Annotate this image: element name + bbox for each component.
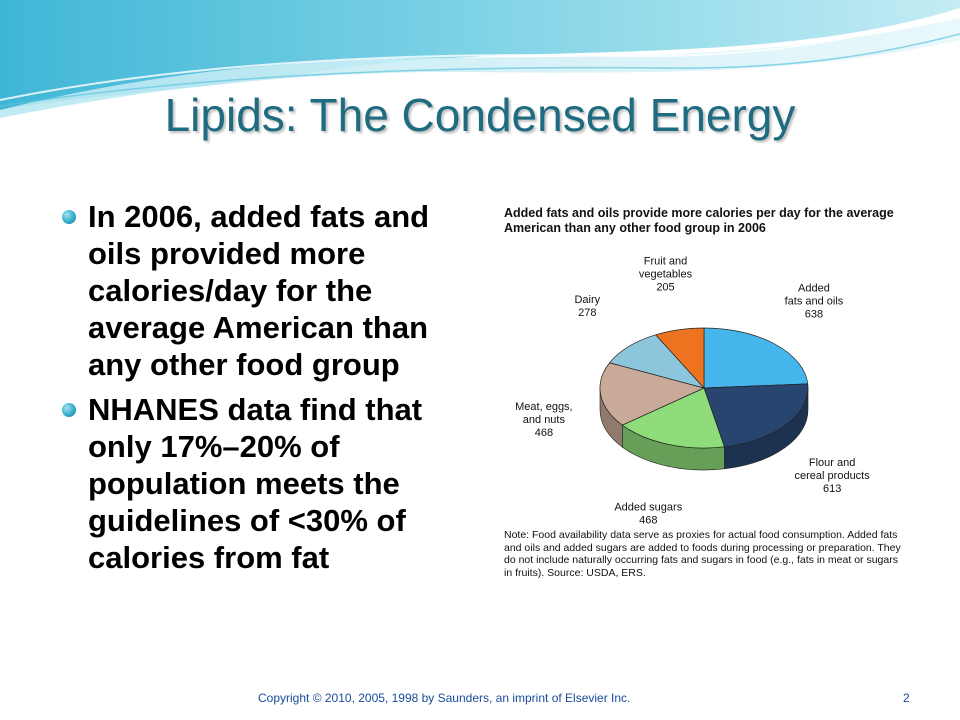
pie-label-name: fats and oils xyxy=(785,296,844,308)
pie-label-name: Added sugars xyxy=(614,501,682,513)
header-wave-decoration xyxy=(0,0,960,118)
pie-chart-figure: Added fats and oils provide more calorie… xyxy=(496,198,912,600)
bullet-text: In 2006, added fats and oils provided mo… xyxy=(88,199,430,382)
bullet-list: In 2006, added fats and oils provided mo… xyxy=(62,198,482,584)
bullet-item: In 2006, added fats and oils provided mo… xyxy=(62,198,482,383)
pie-label-value: 613 xyxy=(823,483,841,495)
pie-label-name: Added xyxy=(798,283,830,295)
pie-slice-flour-and-cereal-products xyxy=(703,383,809,448)
pie-label-name: and nuts xyxy=(523,414,566,426)
bullet-text: NHANES data find that only 17%–20% of po… xyxy=(88,392,423,575)
pie-slice-meat-eggs-and-nuts xyxy=(599,362,706,426)
pie-label-name: Meat, eggs, xyxy=(515,401,572,413)
pie-slice-dairy xyxy=(609,334,706,389)
pie-label-value: 638 xyxy=(805,309,823,321)
pie-label-value: 278 xyxy=(578,307,596,319)
pie-label-name: Fruit and xyxy=(644,255,687,267)
bullet-icon xyxy=(62,403,76,417)
page-number: 2 xyxy=(903,691,910,705)
pie-label-name: Flour and xyxy=(809,457,855,469)
bullet-item: NHANES data find that only 17%–20% of po… xyxy=(62,391,482,576)
pie-label-value: 205 xyxy=(656,281,674,293)
pie-label-name: cereal products xyxy=(795,470,871,482)
pie-label-name: Dairy xyxy=(574,294,600,306)
pie-slice-added-sugars xyxy=(621,387,725,449)
pie-label-value: 468 xyxy=(639,514,657,526)
bullet-icon xyxy=(62,210,76,224)
pie-slice-added-fats-and-oils xyxy=(703,327,809,389)
chart-note: Note: Food availability data serve as pr… xyxy=(504,529,901,579)
pie-slice-fruit-and-vegetables xyxy=(655,327,705,389)
chart-title: Added fats and oils provide more calorie… xyxy=(504,206,894,235)
copyright-footer: Copyright © 2010, 2005, 1998 by Saunders… xyxy=(258,691,631,705)
slide-title: Lipids: The Condensed Energy xyxy=(164,89,796,141)
pie-label-name: vegetables xyxy=(639,268,693,280)
pie-label-value: 468 xyxy=(535,427,553,439)
